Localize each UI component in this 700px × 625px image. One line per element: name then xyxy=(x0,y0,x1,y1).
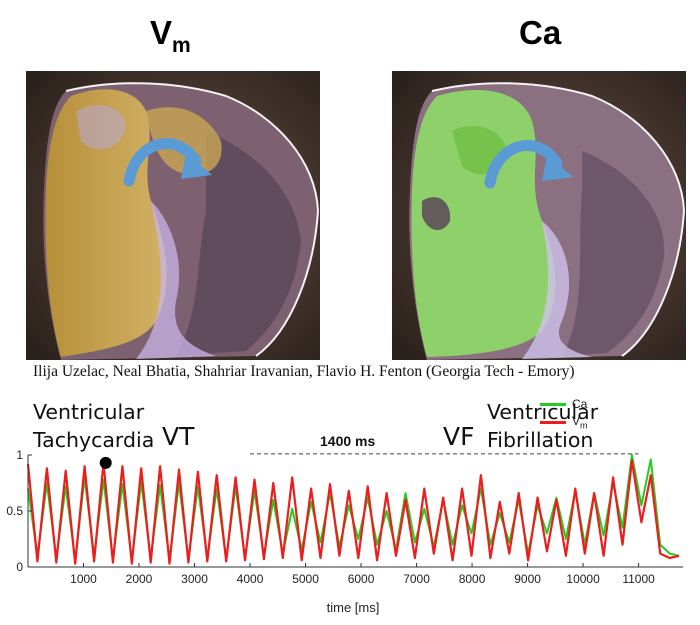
vm-map-graphic xyxy=(26,71,320,360)
ca-map-graphic xyxy=(392,71,686,360)
ca-optical-map xyxy=(392,71,686,360)
vm-heart-outline xyxy=(65,82,320,357)
vt-abbreviation: VT xyxy=(162,422,195,451)
chart-legend: Ca Vm xyxy=(540,395,588,431)
vm-arrowhead-icon xyxy=(181,153,212,179)
y-tick-label: 0.5 xyxy=(6,504,23,518)
ca-title-main: Ca xyxy=(519,14,562,51)
vf-label-line2: Fibrillation xyxy=(487,428,594,452)
series-line-vm xyxy=(26,459,680,565)
x-tick-label: 9000 xyxy=(514,572,541,586)
vm-wavefront-region xyxy=(146,107,222,175)
x-tick-label: 6000 xyxy=(348,572,375,586)
x-tick-label: 4000 xyxy=(237,572,264,586)
x-tick-label: 8000 xyxy=(459,572,486,586)
legend-label-ca: Ca xyxy=(572,397,588,411)
vf-abbreviation: VF xyxy=(443,422,475,451)
vm-panel-title: Vm xyxy=(150,14,191,58)
chart-series-layer xyxy=(26,454,680,565)
ca-dark-patch xyxy=(422,197,451,231)
ca-tissue-shadow xyxy=(562,151,665,356)
vf-label: Ventricular Fibrillation xyxy=(487,398,598,454)
x-tick-label: 3000 xyxy=(181,572,208,586)
x-axis-label: time [ms] xyxy=(327,600,380,615)
chart-annotation-layer xyxy=(99,453,639,469)
x-tick-label: 7000 xyxy=(403,572,430,586)
x-tick-label: 11000 xyxy=(622,572,655,586)
x-tick-label: 5000 xyxy=(292,572,319,586)
vt-label: Ventricular Tachycardia xyxy=(33,398,154,454)
vm-title-main: V xyxy=(150,14,173,51)
x-tick-label: 1000 xyxy=(70,572,97,586)
vm-rotation-arrow-icon xyxy=(123,138,202,187)
y-tick-label: 1 xyxy=(16,448,23,462)
ca-panel-title: Ca xyxy=(519,14,561,52)
ca-purple-edge xyxy=(522,221,592,359)
x-tick-label: 2000 xyxy=(126,572,153,586)
ca-active-region xyxy=(411,89,556,357)
x-tick-label: 10000 xyxy=(566,572,600,586)
vt-label-line1: Ventricular xyxy=(33,400,145,424)
ca-arrowhead-icon xyxy=(542,155,573,181)
duration-label: 1400 ms xyxy=(320,433,376,449)
legend-label-vm-main: V xyxy=(572,413,581,428)
legend-swatch-vm xyxy=(540,420,566,424)
legend-entry-vm: Vm xyxy=(540,413,588,431)
vm-title-subscript: m xyxy=(172,34,191,57)
legend-label-vm: Vm xyxy=(572,414,588,430)
author-credit: Ilija Uzelac, Neal Bhatia, Shahriar Irav… xyxy=(33,363,575,380)
vt-label-line2: Tachycardia xyxy=(33,428,155,452)
peak-marker-dot xyxy=(99,456,112,469)
vm-tissue-shadow xyxy=(176,131,301,356)
ca-rotation-arrow-icon xyxy=(484,140,563,189)
legend-label-vm-sub: m xyxy=(580,420,588,431)
vm-purple-edge xyxy=(136,201,216,359)
legend-swatch-ca xyxy=(540,402,566,406)
vm-optical-map xyxy=(26,71,320,360)
legend-entry-ca: Ca xyxy=(540,395,588,413)
vm-purple-patch xyxy=(76,105,126,150)
y-tick-label: 0 xyxy=(16,560,23,574)
ca-heart-outline xyxy=(431,82,686,357)
